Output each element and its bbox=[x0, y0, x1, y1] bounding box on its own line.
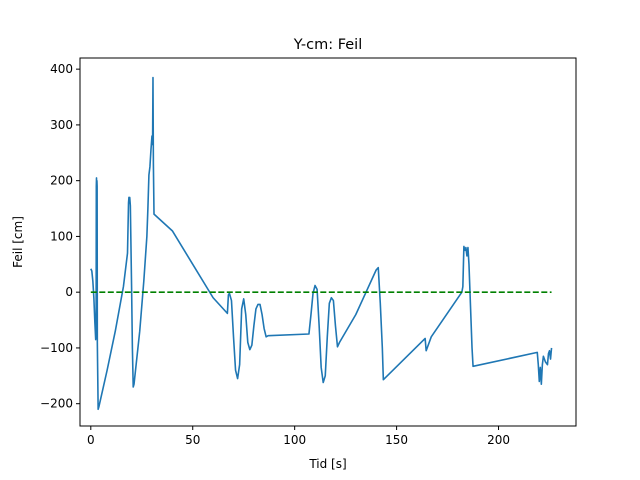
y-tick-label: 400 bbox=[50, 62, 73, 76]
y-tick-label: −200 bbox=[40, 397, 73, 411]
x-tick-label: 150 bbox=[385, 433, 408, 447]
x-tick-label: 200 bbox=[487, 433, 510, 447]
y-tick-label: 100 bbox=[50, 229, 73, 243]
error-series-line bbox=[90, 76, 553, 411]
chart-title: Y-cm: Feil bbox=[293, 37, 363, 53]
x-tick-label: 0 bbox=[87, 433, 95, 447]
x-axis-label: Tid [s] bbox=[308, 457, 346, 471]
series-layer bbox=[90, 76, 553, 411]
y-tick-label: −100 bbox=[40, 341, 73, 355]
axes-frame bbox=[79, 57, 577, 427]
plot-area bbox=[80, 58, 576, 426]
y-tick-label: 200 bbox=[50, 174, 73, 188]
ticks-layer: 0 50 100 150 200 −200 −100 0 100 200 300 400 bbox=[40, 62, 510, 447]
x-tick-label: 100 bbox=[283, 433, 306, 447]
y-axis-label: Feil [cm] bbox=[11, 216, 25, 268]
y-tick-label: 300 bbox=[50, 118, 73, 132]
y-tick-label: 0 bbox=[65, 285, 73, 299]
x-tick-label: 50 bbox=[185, 433, 200, 447]
